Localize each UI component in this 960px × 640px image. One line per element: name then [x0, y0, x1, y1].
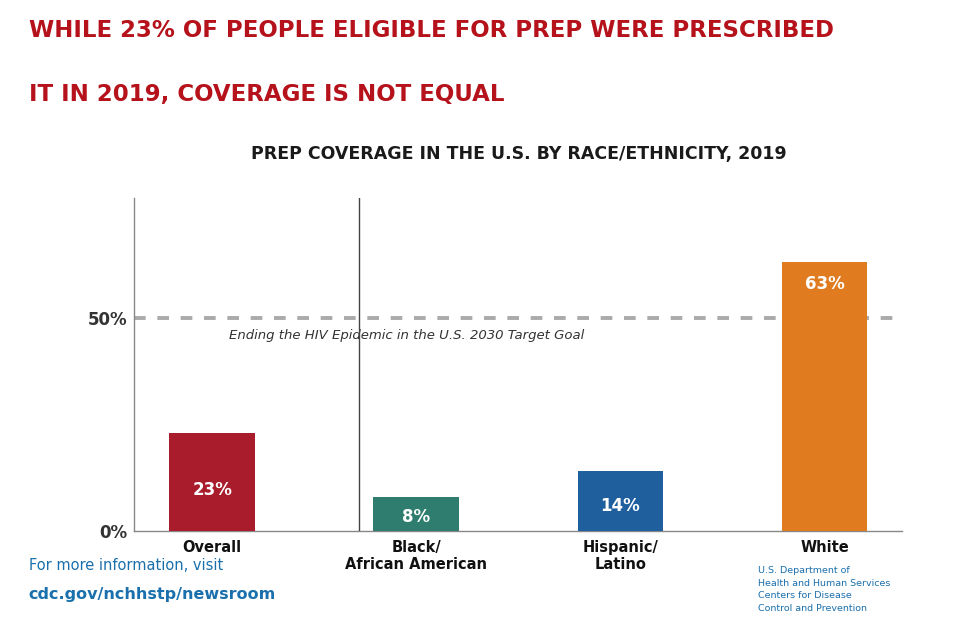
- Bar: [169, 433, 255, 531]
- Bar: [578, 472, 663, 531]
- Text: 8%: 8%: [402, 508, 430, 526]
- Text: Ending the HIV Epidemic in the U.S. 2030 Target Goal: Ending the HIV Epidemic in the U.S. 2030…: [228, 328, 584, 342]
- Text: 14%: 14%: [601, 497, 640, 515]
- Text: U.S. Department of
Health and Human Services
Centers for Disease
Control and Pre: U.S. Department of Health and Human Serv…: [758, 566, 891, 613]
- Text: 23%: 23%: [192, 481, 232, 499]
- Text: 63%: 63%: [804, 275, 845, 292]
- Text: cdc.gov/nchhstp/newsroom: cdc.gov/nchhstp/newsroom: [29, 587, 276, 602]
- Bar: [373, 497, 459, 531]
- Text: CDC: CDC: [706, 593, 741, 607]
- Text: IT IN 2019, COVERAGE IS NOT EQUAL: IT IN 2019, COVERAGE IS NOT EQUAL: [29, 83, 504, 106]
- Text: PREP COVERAGE IN THE U.S. BY RACE/ETHNICITY, 2019: PREP COVERAGE IN THE U.S. BY RACE/ETHNIC…: [251, 145, 786, 163]
- Bar: [781, 262, 868, 531]
- Text: For more information, visit: For more information, visit: [29, 558, 223, 573]
- Text: WHILE 23% OF PEOPLE ELIGIBLE FOR PREP WERE PRESCRIBED: WHILE 23% OF PEOPLE ELIGIBLE FOR PREP WE…: [29, 19, 834, 42]
